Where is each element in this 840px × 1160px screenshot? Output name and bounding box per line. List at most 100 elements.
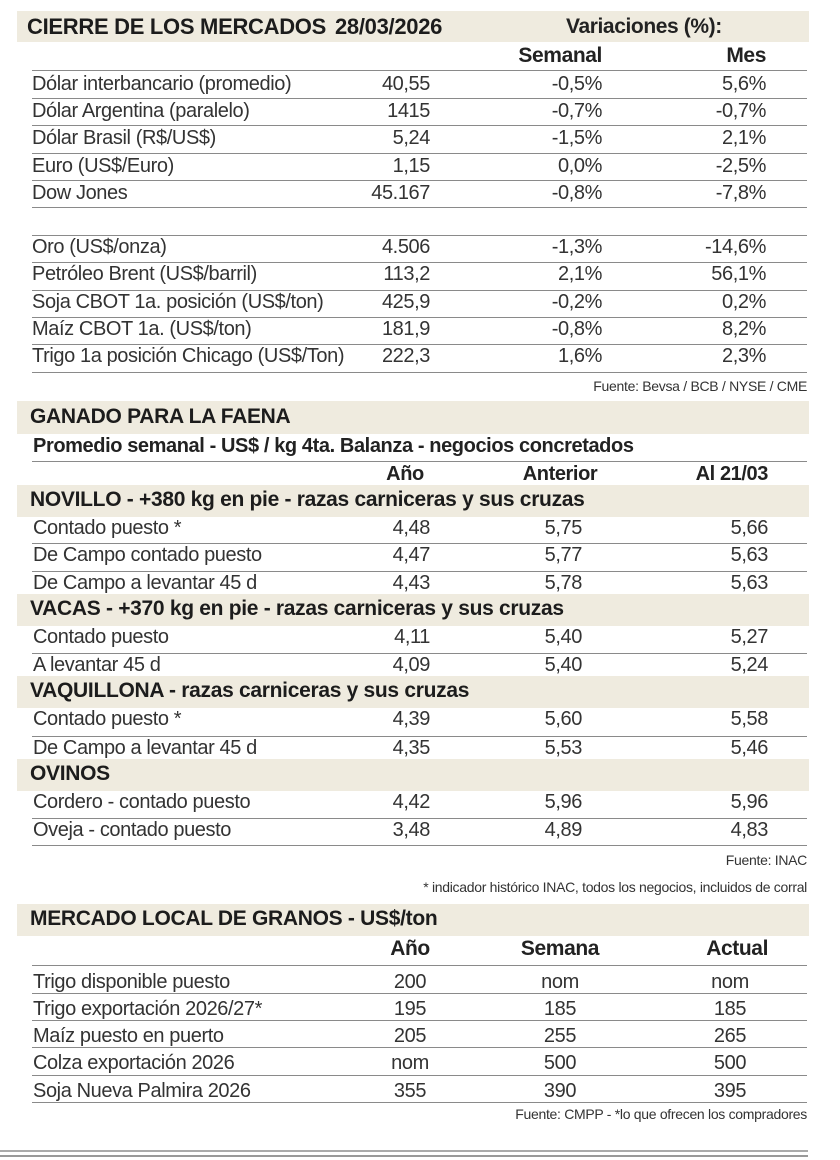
bottom-rule [0, 1150, 808, 1152]
row-month: -2,5% [715, 155, 767, 177]
row-weekly: -0,8% [551, 182, 603, 204]
col-week: Semana [520, 937, 600, 960]
cattle-subtitle: Promedio semanal - US$ / kg 4ta. Balanza… [33, 435, 634, 457]
row-previous: 5,78 [544, 572, 582, 594]
row-label: Contado puesto * [33, 708, 182, 730]
row-current: 5,24 [730, 654, 768, 676]
row-current: 5,63 [730, 572, 768, 594]
row-label: De Campo a levantar 45 d [33, 572, 257, 594]
row-current: 5,96 [730, 791, 769, 813]
markets-source: Fuente: Bevsa / BCB / NYSE / CME [593, 378, 807, 394]
row-month: -14,6% [705, 236, 766, 258]
row-month: 8,2% [722, 318, 766, 340]
row-year: 4,42 [392, 791, 431, 813]
row-current: 265 [713, 1025, 747, 1047]
row-current: 5,66 [730, 517, 769, 539]
row-value: 4.506 [381, 236, 430, 258]
col-year: Año [386, 463, 424, 485]
group-title-vacas: VACAS - +370 kg en pie - razas carnicera… [30, 597, 564, 620]
row-month: 2,1% [722, 127, 766, 149]
row-previous: 5,96 [544, 791, 583, 813]
row-year: 3,48 [392, 819, 431, 841]
row-value: 181,9 [381, 318, 430, 340]
row-previous: 5,40 [544, 626, 583, 648]
row-year: 4,47 [392, 544, 431, 566]
markets-date: 28/03/2026 [335, 14, 443, 39]
row-label: Dow Jones [32, 182, 128, 204]
row-year: 4,43 [392, 572, 430, 594]
group-band [17, 594, 809, 626]
col-current: Actual [706, 937, 768, 960]
row-current: 185 [713, 998, 747, 1020]
row-year: 4,39 [392, 708, 431, 730]
row-month: 5,6% [722, 73, 766, 95]
row-label: Contado puesto [33, 626, 169, 648]
row-week: 390 [543, 1080, 577, 1102]
row-current: nom [711, 971, 749, 993]
row-value: 222,3 [381, 345, 430, 367]
row-label: Oveja - contado puesto [33, 819, 231, 841]
row-label: Dólar interbancario (promedio) [32, 73, 292, 95]
row-value: 1415 [387, 100, 430, 122]
grains-source: Fuente: CMPP - *lo que ofrecen los compr… [515, 1106, 807, 1122]
variations-label: Variaciones (%): [566, 15, 722, 38]
cattle-footnote: * indicador histórico INAC, todos los ne… [423, 879, 807, 895]
group-title-ovinos: OVINOS [30, 762, 110, 785]
row-label: A levantar 45 d [33, 654, 161, 676]
col-previous: Anterior [522, 463, 598, 485]
group-band [17, 485, 809, 517]
row-previous: 5,40 [544, 654, 582, 676]
row-year: 4,11 [394, 626, 430, 648]
group-band [17, 676, 809, 708]
row-value: 1,15 [392, 155, 431, 177]
row-current: 4,83 [730, 819, 769, 841]
row-label: Soja Nueva Palmira 2026 [33, 1080, 251, 1102]
bottom-rule [0, 1155, 808, 1157]
row-year: 4,48 [392, 517, 431, 539]
row-value: 45.167 [371, 182, 430, 204]
row-label: Trigo disponible puesto [33, 971, 230, 993]
row-weekly: -0,5% [551, 73, 603, 95]
row-label: Dólar Brasil (R$/US$) [32, 127, 216, 149]
row-label: Euro (US$/Euro) [32, 155, 174, 177]
row-weekly: -0,2% [551, 291, 603, 313]
row-label: Dólar Argentina (paralelo) [32, 100, 250, 122]
row-weekly: 1,6% [558, 345, 602, 367]
grains-title: MERCADO LOCAL DE GRANOS - US$/ton [30, 907, 438, 930]
row-month: 0,2% [722, 291, 766, 313]
col-weekly: Semanal [518, 44, 602, 67]
row-month: -0,7% [715, 100, 767, 122]
row-weekly: -0,8% [551, 318, 603, 340]
row-year: 205 [393, 1025, 427, 1047]
row-year: 4,35 [392, 737, 430, 759]
row-week: 255 [543, 1025, 577, 1047]
row-label: De Campo a levantar 45 d [33, 737, 257, 759]
row-label: Petróleo Brent (US$/barril) [32, 263, 257, 285]
row-current: 395 [713, 1080, 747, 1102]
row-year: 195 [393, 998, 427, 1020]
row-label: Maíz CBOT 1a. (US$/ton) [32, 318, 252, 340]
row-weekly: 0,0% [558, 155, 602, 177]
row-label: Maíz puesto en puerto [33, 1025, 224, 1047]
row-value: 40,55 [381, 73, 430, 95]
row-value: 113,2 [383, 263, 430, 285]
row-current: 5,46 [730, 737, 768, 759]
row-label: Cordero - contado puesto [33, 791, 251, 813]
row-year: 200 [393, 971, 427, 993]
row-label: Soja CBOT 1a. posición (US$/ton) [32, 291, 324, 313]
row-week: nom [541, 971, 579, 993]
row-label: Trigo exportación 2026/27* [33, 998, 263, 1020]
row-previous: 5,60 [544, 708, 583, 730]
row-year: nom [391, 1052, 429, 1074]
row-current: 500 [713, 1052, 747, 1074]
col-month: Mes [726, 44, 766, 67]
row-month: -7,8% [715, 182, 767, 204]
row-current: 5,58 [730, 708, 769, 730]
row-label: De Campo contado puesto [33, 544, 262, 566]
row-weekly: 2,1% [558, 263, 602, 285]
row-current: 5,27 [730, 626, 769, 648]
row-label: Contado puesto * [33, 517, 182, 539]
row-weekly: -0,7% [551, 100, 603, 122]
cattle-header-band [17, 401, 809, 434]
